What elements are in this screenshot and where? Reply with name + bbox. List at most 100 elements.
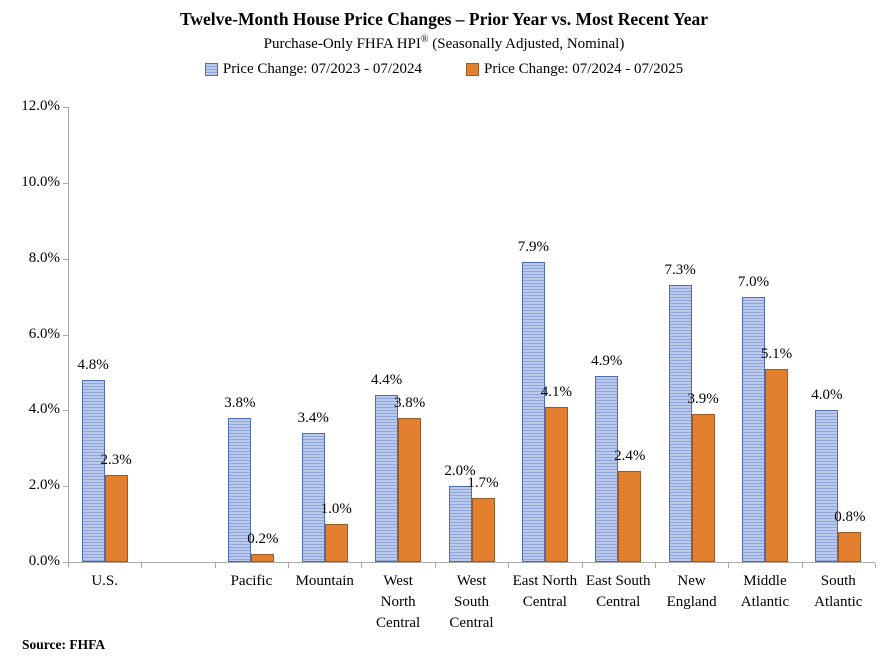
x-axis-category-label-west-south-central: West South Central [424,571,520,634]
x-axis-category-label-line: Central [376,615,421,631]
data-label-series2-middle-atlantic: 5.1% [760,345,793,362]
legend-item-recent-year: Price Change: 07/2024 - 07/2025 [466,61,683,78]
data-label-series1-middle-atlantic: 7.0% [737,273,770,290]
data-label-series1-mountain: 3.4% [297,410,329,427]
bar-series2-mountain [324,524,348,562]
x-axis-line [68,562,875,563]
subtitle-pre: Purchase-Only FHFA HPI [263,36,421,52]
data-label-series2-east-south-central: 2.4% [614,448,646,464]
x-axis-category-label-line: East North [512,573,578,589]
y-axis-tick [63,258,68,260]
x-axis-category-label-line: New [677,573,706,589]
y-axis-label: 12.0% [21,98,60,114]
x-axis-tick [68,563,69,568]
x-axis-category-label-line: U.S. [91,573,119,589]
x-axis-category-label-mountain: Mountain [277,571,373,592]
data-label-series1-west-north-central: 4.4% [371,372,403,389]
x-axis-category-label-line: West [383,573,413,589]
y-axis-label: 8.0% [28,249,60,266]
data-label-series2-west-north-central: 3.8% [394,394,426,411]
chart-subtitle: Purchase-Only FHFA HPI® (Seasonally Adju… [0,34,888,53]
data-label-series1-pacific: 3.8% [224,394,256,411]
chart-title: Twelve-Month House Price Changes – Prior… [180,9,708,29]
data-label-series1-u-s-: 4.8% [77,357,109,373]
data-label-series2-pacific: 0.2% [247,531,279,548]
data-label-series1-east-north-central: 7.9% [517,239,549,256]
x-axis-tick [434,563,436,568]
chart-legend: Price Change: 07/2023 - 07/2024 Price Ch… [0,61,888,78]
y-axis-label: 2.0% [28,477,60,494]
bar-series1-new-england [668,285,692,562]
legend-swatch-solid-orange-icon [466,63,479,76]
bar-series2-east-south-central [618,471,642,562]
bar-series1-middle-atlantic [741,296,765,562]
x-axis-category-label-south-atlantic: South Atlantic [790,571,886,613]
y-axis-label: 0.0% [28,553,60,569]
y-axis-tick [63,107,68,108]
data-label-series2-new-england: 3.9% [687,391,719,408]
x-axis-tick [361,563,363,568]
x-axis-category-label-line: East South [585,573,651,589]
legend-item-prior-year: Price Change: 07/2023 - 07/2024 [204,61,422,78]
x-axis-tick [728,563,730,568]
bar-series1-south-atlantic [815,410,839,562]
x-axis-category-label-line: South [453,594,489,610]
y-axis-label: 4.0% [28,401,60,418]
data-label-series1-south-atlantic: 4.0% [811,387,843,404]
data-label-series2-mountain: 1.0% [320,501,352,518]
registered-trademark-symbol: ® [420,34,429,45]
bar-series1-west-north-central [375,395,399,562]
x-axis-category-label-line: Atlantic [740,594,790,610]
y-axis-line [68,107,69,563]
x-axis-category-label-line: Pacific [230,573,273,589]
x-axis-category-label-line: Central [522,594,567,610]
y-axis-label: 10.0% [21,173,60,190]
legend-swatch-striped-blue-icon [204,63,218,76]
data-label-series1-new-england: 7.3% [664,262,696,279]
x-axis-tick [875,563,876,568]
x-axis-category-label-line: Central [596,594,641,610]
x-axis-category-label-east-north-central: East North Central [497,571,593,613]
bar-series2-west-north-central [398,417,422,562]
subtitle-post: (Seasonally Adjusted, Nominal) [428,36,625,52]
bar-series2-middle-atlantic [764,368,788,562]
x-axis-category-label-line: Atlantic [814,594,863,610]
source-note: Source: FHFA [22,637,106,652]
y-axis-tick [63,182,68,184]
bar-series1-east-north-central [521,262,545,562]
x-axis-tick [801,563,803,568]
data-label-series1-east-south-central: 4.9% [591,353,623,370]
y-axis-tick [63,486,68,488]
data-label-series2-u-s-: 2.3% [100,451,132,468]
x-axis-category-label-line: England [666,594,717,610]
data-label-series2-east-north-central: 4.1% [540,383,572,400]
bar-series2-east-north-central [544,406,568,562]
bar-series1-u-s- [81,380,105,562]
bar-series1-pacific [228,417,252,562]
bar-series1-mountain [301,433,325,562]
bar-series2-pacific [251,554,275,562]
bar-series2-u-s- [104,474,128,562]
y-axis-label: 6.0% [28,325,60,342]
y-axis-tick [63,410,68,412]
data-label-series2-west-south-central: 1.7% [467,474,499,491]
bar-series2-new-england [691,414,715,562]
x-axis-tick [581,563,583,568]
x-axis-category-label-east-south-central: East South Central [570,571,666,613]
legend-label-recent-year: Price Change: 07/2024 - 07/2025 [484,61,684,77]
x-axis-category-label-line: Central [449,615,494,631]
x-axis-tick [508,563,510,568]
bar-series2-west-south-central [471,497,495,562]
x-axis-tick [214,563,216,568]
x-axis-category-label-middle-atlantic: Middle Atlantic [717,571,813,613]
legend-label-prior-year: Price Change: 07/2023 - 07/2024 [222,61,422,77]
bar-series1-east-south-central [595,376,619,562]
x-axis-category-label-west-north-central: West North Central [350,571,446,634]
x-axis-category-label-line: North [380,594,416,610]
x-axis-category-label-u-s-: U.S. [57,571,153,592]
bar-series1-west-south-central [448,486,472,562]
x-axis-tick [288,563,290,568]
x-axis-category-label-line: West [456,573,487,589]
x-axis-category-label-line: Middle [743,573,787,589]
